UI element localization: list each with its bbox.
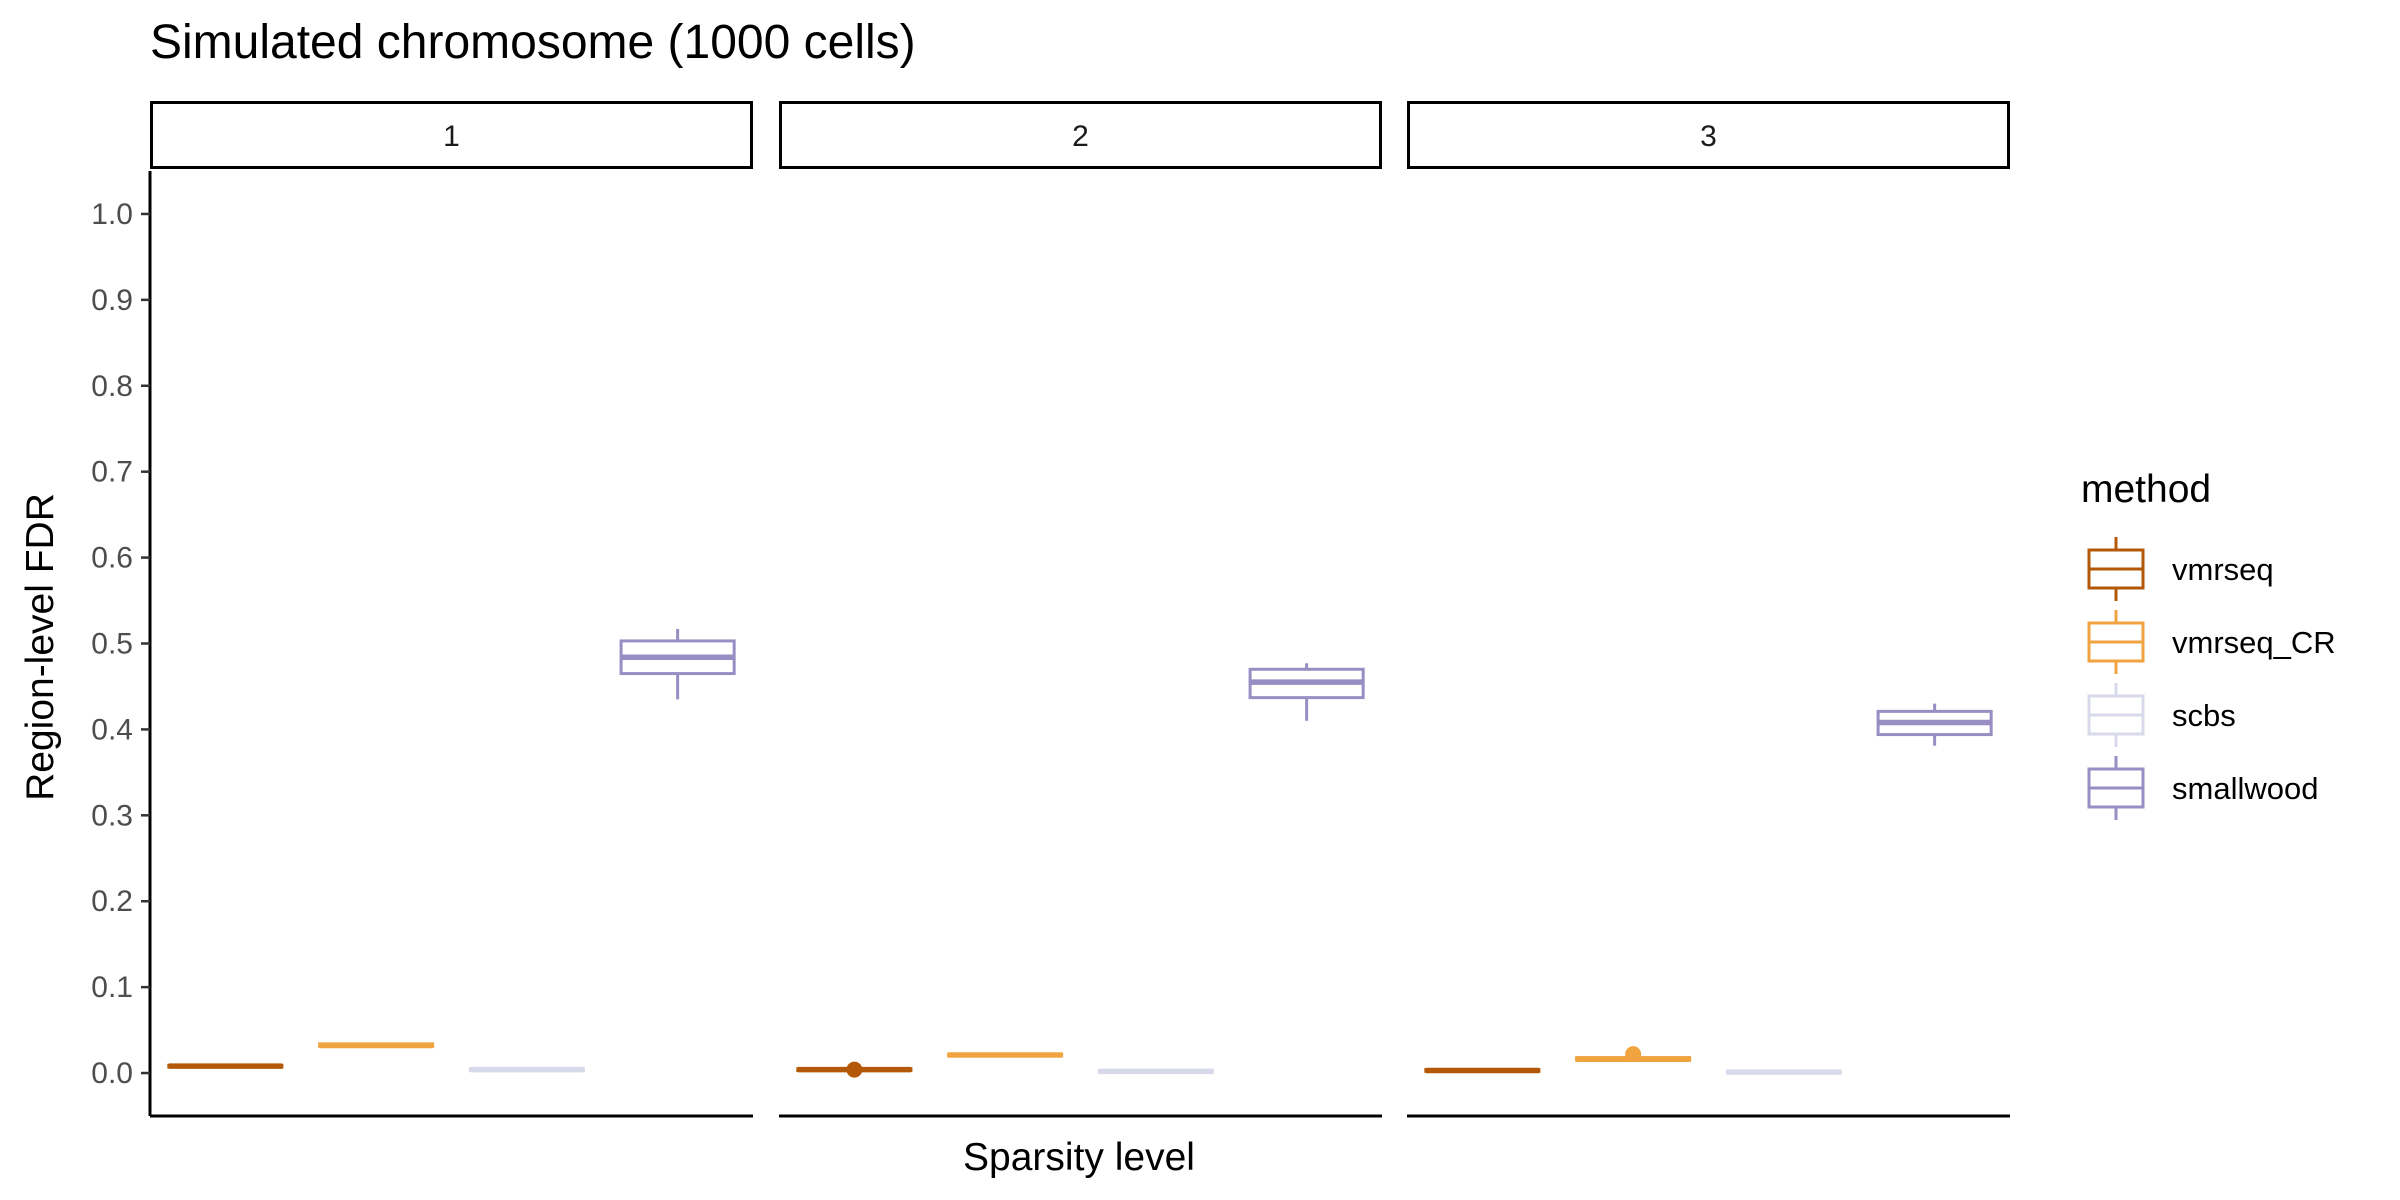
box-scbs <box>468 1066 585 1073</box>
legend-label: vmrseq_CR <box>2172 625 2336 660</box>
outlier-point <box>846 1061 863 1078</box>
box-smallwood <box>1876 703 1993 746</box>
chart-title: Simulated chromosome (1000 cells) <box>150 16 916 69</box>
y-tick-label: 1.0 <box>91 198 133 231</box>
y-tick-label: 0.0 <box>91 1057 133 1090</box>
facet-panel-2: 2 <box>779 101 1382 1118</box>
y-tick-label: 0.1 <box>91 971 133 1004</box>
y-tick-label: 0.2 <box>91 885 133 918</box>
y-tick-label: 0.5 <box>91 628 133 661</box>
box-vmrseq_CR <box>947 1052 1064 1058</box>
y-tick-label: 0.6 <box>91 542 133 575</box>
legend-label: smallwood <box>2172 771 2318 806</box>
y-tick-label: 0.4 <box>91 713 133 746</box>
box-smallwood <box>1248 663 1365 721</box>
facet-strip-label: 2 <box>1072 120 1089 153</box>
y-axis: 0.0 0.1 0.2 0.3 0.4 0.5 0.6 0.7 0.8 0.9 1.0 <box>91 171 152 1116</box>
box-scbs <box>1097 1068 1214 1075</box>
facet-strip <box>779 101 1382 169</box>
y-tick-label: 0.3 <box>91 799 133 832</box>
legend-item-vmrseq_CR: vmrseq_CR <box>2087 610 2336 674</box>
legend-title: method <box>2081 468 2211 511</box>
facet-strip-label: 1 <box>443 120 460 153</box>
box-vmrseq_CR <box>1575 1046 1692 1063</box>
y-tick-label: 0.7 <box>91 456 133 489</box>
facet-panels: 1 2 3 <box>150 101 2010 1118</box>
box-smallwood <box>619 628 736 700</box>
box-vmrseq <box>796 1061 913 1078</box>
y-tick-label: 0.8 <box>91 370 133 403</box>
box-vmrseq <box>1424 1067 1541 1074</box>
legend-item-smallwood: smallwood <box>2087 756 2318 820</box>
legend-label: scbs <box>2172 698 2236 733</box>
facet-strip <box>1407 101 2010 169</box>
legend-label: vmrseq <box>2172 552 2274 587</box>
y-axis-label: Region-level FDR <box>19 493 62 801</box>
legend-item-vmrseq: vmrseq <box>2087 537 2274 601</box>
box-vmrseq <box>167 1063 284 1069</box>
box-scbs <box>1725 1069 1842 1075</box>
facet-panel-3: 3 <box>1407 101 2010 1118</box>
legend-item-scbs: scbs <box>2087 683 2236 747</box>
box-vmrseq_CR <box>318 1042 435 1049</box>
x-axis-label: Sparsity level <box>963 1136 1195 1179</box>
facet-strip <box>150 101 753 169</box>
y-tick-label: 0.9 <box>91 284 133 317</box>
facet-panel-1: 1 <box>150 101 753 1118</box>
outlier-point <box>1625 1046 1642 1063</box>
facet-strip-label: 3 <box>1700 120 1717 153</box>
